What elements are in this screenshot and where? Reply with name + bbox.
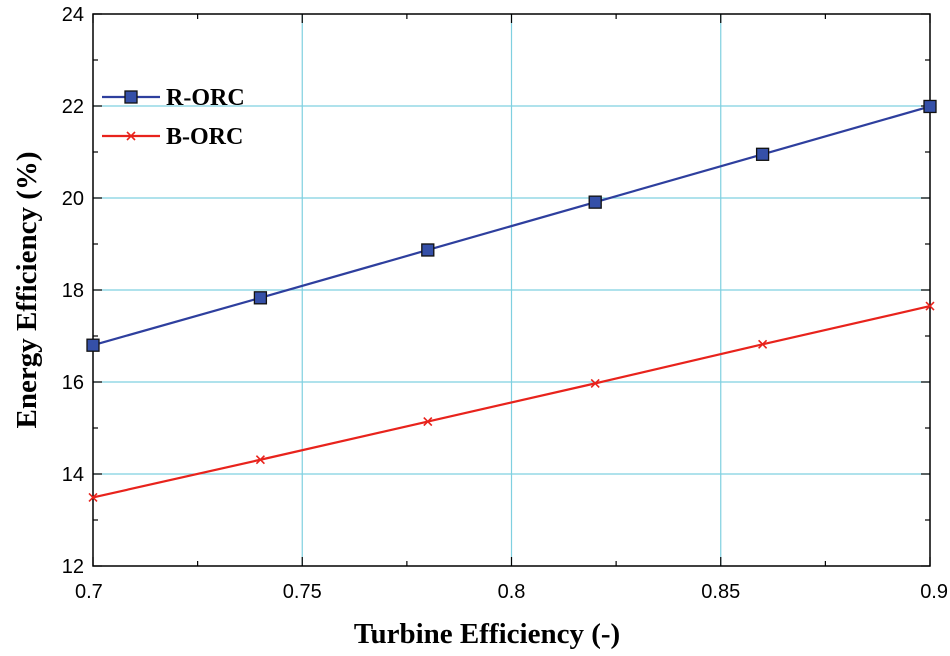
marker-stroke: [423, 416, 433, 427]
legend-item-b-orc: B-ORC: [102, 124, 243, 150]
grid: [93, 14, 930, 566]
y-tick-label: 20: [62, 188, 84, 210]
y-tick-label: 22: [62, 96, 84, 118]
marker-stroke: [88, 492, 98, 503]
x-ticks: 0.7 0.75 0.8 0.85 0.9: [75, 14, 948, 603]
x-tick-label: 0.75: [283, 581, 322, 603]
y-tick-label: 16: [62, 372, 84, 394]
data-point-r-orc: [588, 195, 602, 209]
marker-stroke: [255, 455, 265, 465]
y-axis-title: Energy Efficiency (%): [11, 151, 43, 428]
x-tick-label: 0.8: [498, 581, 526, 603]
marker-stroke: [925, 301, 935, 311]
y-tick-label: 24: [62, 4, 84, 26]
series-r-orc: [86, 99, 937, 352]
data-point-b-orc: [423, 416, 433, 427]
x-tick-label: 0.7: [75, 581, 103, 603]
series-b-orc: [88, 301, 935, 503]
marker-stroke: [590, 378, 600, 388]
data-point-r-orc: [923, 99, 937, 114]
legend-label: B-ORC: [166, 124, 243, 150]
y-tick-label: 12: [62, 556, 84, 578]
y-tick-label: 18: [62, 280, 84, 302]
marker-stroke: [758, 339, 768, 349]
data-point-b-orc: [88, 492, 98, 503]
data-point-r-orc: [86, 338, 100, 352]
data-point-r-orc: [421, 243, 435, 257]
x-tick-label: 0.85: [701, 581, 740, 603]
x-axis-title: Turbine Efficiency (-): [354, 618, 620, 650]
data-point-b-orc: [255, 455, 265, 465]
series-line-b-orc: [92, 305, 931, 499]
series-layer: [86, 99, 937, 503]
legend-label: R-ORC: [166, 85, 245, 111]
data-point-r-orc: [253, 291, 268, 305]
series-line-r-orc: [92, 105, 931, 347]
legend: R-ORC B-ORC: [102, 85, 245, 150]
data-point-b-orc: [590, 378, 600, 388]
x-tick-label: 0.9: [920, 581, 948, 603]
legend-marker: [124, 90, 138, 104]
legend-item-r-orc: R-ORC: [102, 85, 245, 111]
data-point-r-orc: [755, 147, 770, 161]
y-tick-label: 14: [62, 464, 84, 486]
data-point-b-orc: [925, 301, 935, 311]
legend-marker: [126, 131, 136, 141]
data-point-b-orc: [758, 339, 768, 349]
